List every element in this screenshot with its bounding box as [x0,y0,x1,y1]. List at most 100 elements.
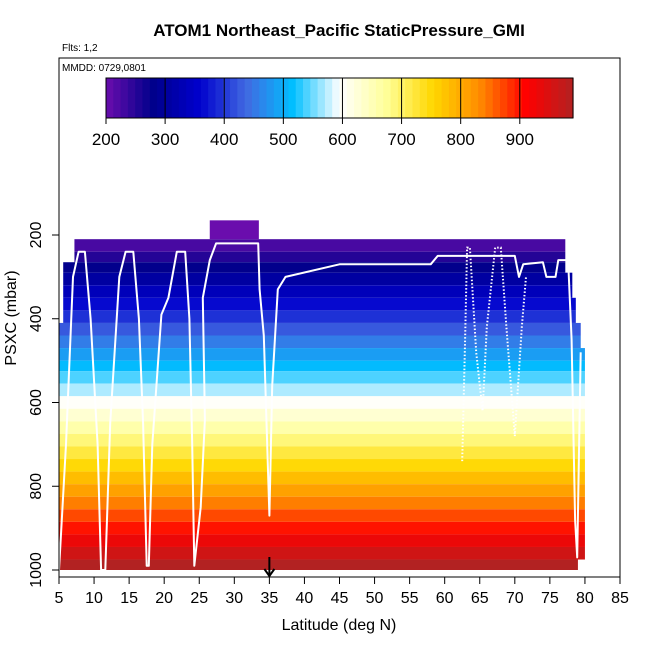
heatmap-cell [59,484,585,497]
colorbar-swatch [412,78,421,118]
heatmap-cell [59,546,585,560]
flight-tracks [58,242,582,571]
colorbar-swatch [266,78,275,118]
x-tick-label: 50 [366,590,384,607]
colorbar-swatch [295,78,304,118]
colorbar-swatch [543,78,552,118]
heatmap-cell [59,383,585,397]
colorbar-tick-label: 300 [151,130,179,149]
marker-arrow-head [263,568,276,578]
colorbar-swatch [281,78,290,118]
x-tick-label: 5 [55,590,64,607]
colorbar-tick-label: 800 [446,130,474,149]
colorbar-swatch [142,78,151,118]
heatmap-cell [59,446,585,460]
colorbar-swatch [230,78,238,118]
heatmap-cell [59,496,585,510]
x-tick-label: 35 [260,590,278,607]
x-tick-label: 20 [155,590,173,607]
colorbar-swatch [551,78,560,118]
colorbar-swatch [346,78,355,118]
colorbar-swatch [120,78,129,118]
colorbar-swatch [565,78,574,118]
heatmap-cell [59,408,585,422]
heatmap-cell [59,322,581,336]
colorbar-swatch [558,78,567,118]
heatmap-cell [59,371,585,384]
colorbar-swatch [507,78,516,118]
flights-label: Flts: 1,2 [62,43,98,54]
x-tick-label: 30 [225,590,243,607]
x-tick-label: 10 [85,590,103,607]
colorbar-swatch [186,78,195,118]
colorbar-swatch [463,78,472,118]
heatmap-cell [74,251,566,263]
colorbar-swatch [521,78,530,118]
dates-label: MMDD: 0729,0801 [62,63,146,74]
colorbar-tick-label: 200 [92,130,120,149]
colorbar-swatch [470,78,479,118]
heatmap-cell [59,335,581,349]
heatmap-cell [59,509,585,522]
colorbar-swatch [222,78,231,118]
x-tick-label: 80 [576,590,594,607]
colorbar-swatch [332,78,341,118]
colorbar-swatch [485,78,494,118]
colorbar-swatch [339,78,348,118]
colorbar-swatch [390,78,399,118]
x-axis: 5 10 15 20 25 30 35 40 45 50 55 60 65 70 75 80 85 [55,576,629,607]
x-tick-label: 40 [296,590,314,607]
colorbar-swatch [383,78,392,118]
x-axis-label: Latitude (deg N) [282,617,397,634]
colorbar-swatch [288,78,297,118]
colorbar-tick-label: 500 [269,130,297,149]
colorbar-swatch [251,78,260,118]
y-tick-label: 400 [28,305,45,332]
flight-track-line [58,242,582,571]
x-tick-label: 55 [401,590,419,607]
colorbar-swatch [354,78,362,118]
heatmap-cell [74,239,566,252]
colorbar-swatch [237,78,246,118]
colorbar-swatch [317,78,326,118]
colorbar-swatch [106,78,114,118]
heatmap-cell [59,433,585,447]
colorbar-swatch [500,78,508,118]
colorbar-swatch [273,78,282,118]
colorbar-swatch [164,78,173,118]
colorbar-swatch [375,78,384,118]
heatmap-cell [59,471,585,485]
latitude-marker [263,557,276,578]
colorbar-swatch [135,78,144,118]
colorbar-swatch [405,78,414,118]
flight-track-dotted [461,246,527,462]
y-tick-label: 200 [28,222,45,249]
colorbar-swatch [434,78,443,118]
heatmap-cell [59,360,585,372]
heatmap-cell [63,272,573,286]
colorbar-swatch [157,78,165,118]
y-axis: 200 400 600 800 1000 [28,222,59,588]
y-tick-label: 600 [28,389,45,416]
heatmap-cell [63,285,573,298]
heatmap-cell [59,521,585,535]
colorbar: 200 300 400 500 600 700 800 900 [60,74,619,152]
colorbar-swatch [259,78,268,118]
colorbar-swatch [324,78,333,118]
colorbar-swatch [127,78,136,118]
colorbar-swatch [178,78,187,118]
colorbar-swatch [215,78,224,118]
colorbar-swatch [492,78,501,118]
colorbar-swatch [368,78,377,118]
colorbar-swatch [208,78,217,118]
colorbar-tick-label: 400 [210,130,238,149]
heatmap-cell [63,262,566,273]
colorbar-swatch [419,78,428,118]
colorbar-swatch [529,78,538,118]
y-tick-label: 800 [28,473,45,500]
heatmap-cell [59,559,578,570]
x-tick-label: 85 [611,590,629,607]
chart-title: ATOM1 Northeast_Pacific StaticPressure_G… [153,21,525,40]
y-tick-label: 1000 [28,552,45,588]
